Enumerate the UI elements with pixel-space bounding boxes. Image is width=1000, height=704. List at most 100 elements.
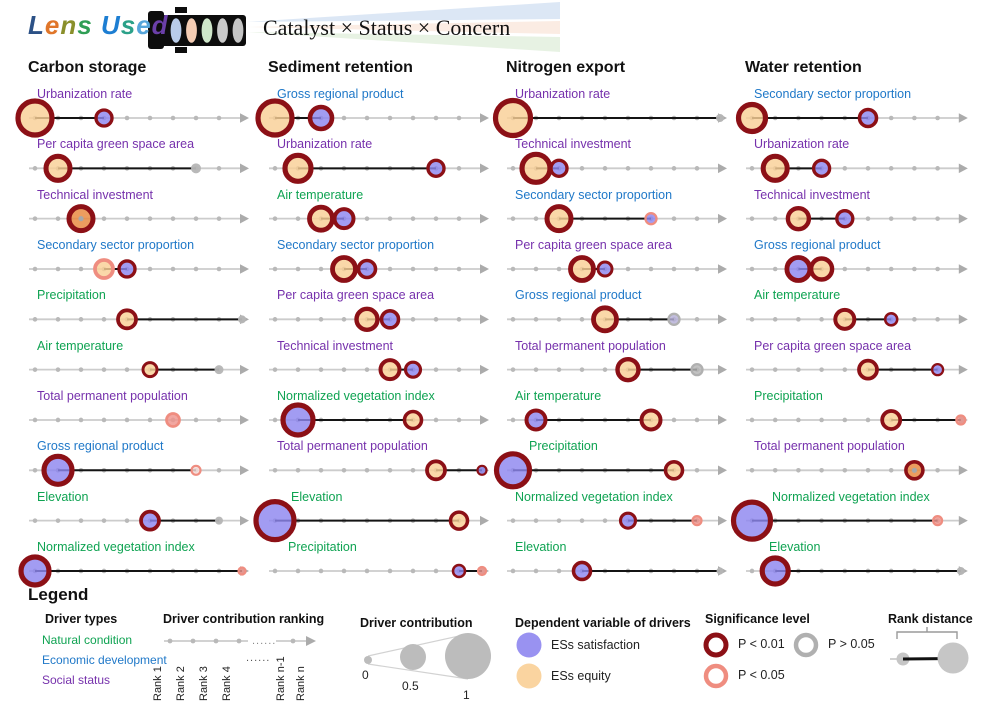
rank-tick (556, 367, 562, 372)
legend-title: Legend (28, 585, 89, 604)
rank-tick (912, 266, 917, 272)
beam-blue (247, 2, 560, 22)
driver-marker-satisfaction (571, 560, 593, 582)
rank-arrow (958, 465, 968, 476)
contribution-tick: 0 (362, 668, 369, 682)
rank-tick (101, 518, 107, 523)
rank-tick (556, 266, 562, 272)
legend-significance-item: P < 0.01 (738, 637, 785, 651)
rank-tick (55, 317, 61, 322)
rank-tick (341, 568, 347, 574)
legend-significance-item: P < 0.05 (738, 668, 785, 682)
driver-marker-equity (663, 460, 685, 481)
dependent-circle-satisfaction (516, 632, 542, 658)
title-letter: U (100, 10, 121, 40)
driver-marker-graydot (215, 516, 223, 525)
lens-glass (232, 18, 244, 43)
driver-marker-satisfaction (332, 207, 356, 231)
rank-tick (796, 417, 801, 423)
panel-title-2: Nitrogen export (506, 59, 626, 76)
driver-label: Secondary sector proportion (515, 187, 673, 202)
driver-marker-equity (255, 98, 295, 138)
legend-rank-arrow (306, 636, 316, 646)
rank-tick (694, 468, 700, 473)
significance-ring-p005 (703, 663, 729, 689)
driver-marker-salmon (955, 414, 967, 426)
legend-dependent-item: ESs satisfaction (551, 638, 640, 652)
rank-tick (602, 166, 608, 171)
legend-rank-label: Rank 1 (152, 666, 164, 701)
rank-tick (842, 468, 848, 473)
rank-tick (364, 216, 370, 221)
rank-tick (124, 417, 130, 423)
driver-label: Precipitation (37, 288, 106, 303)
driver-label: Urbanization rate (277, 137, 373, 152)
driver-marker-lightpink (190, 464, 202, 476)
rank-arrow (480, 364, 489, 375)
driver-label: Gross regional product (37, 439, 164, 454)
rank-tick (124, 518, 130, 523)
legend-rank-label: Rank 4 (221, 666, 233, 701)
rank-tick (556, 317, 562, 322)
rank-tick (888, 115, 894, 121)
rank-tick (341, 468, 347, 473)
driver-label: Urbanization rate (515, 87, 611, 101)
legend-rank-distance-title: Rank distance (888, 612, 973, 626)
rank-tick (671, 166, 677, 171)
driver-label: Air temperature (37, 338, 124, 353)
rank-tick (272, 468, 278, 473)
rank-tick (694, 166, 700, 171)
legend-driver-types-title: Driver types (45, 612, 118, 626)
rank-tick (749, 317, 755, 322)
dependent-circle-equity (516, 663, 542, 689)
driver-marker-satisfaction (883, 312, 899, 327)
rank-tick (433, 367, 439, 372)
driver-label: Normalized vegetation index (37, 539, 195, 554)
driver-marker-graydot (716, 567, 724, 575)
rank-tick (55, 266, 61, 272)
rank-tick (32, 468, 38, 473)
rank-tick (819, 417, 824, 423)
rank-tick (533, 216, 539, 221)
rank-arrow (718, 465, 727, 476)
rank-tick (533, 367, 539, 372)
driver-marker-satisfaction (117, 259, 137, 279)
rank-tick (935, 216, 940, 221)
rank-tick (772, 417, 778, 423)
rank-tick (147, 115, 153, 121)
rank-tick (295, 266, 301, 272)
rank-tick (101, 317, 107, 322)
rank-tick (648, 266, 654, 272)
rank-arrow (958, 163, 968, 174)
title-letter: d (151, 10, 169, 40)
rank-tick (888, 266, 894, 272)
rank-arrow (958, 264, 968, 274)
driver-marker-equity (857, 358, 879, 381)
title-letter: s (77, 10, 93, 40)
rank-arrow (718, 213, 727, 224)
contribution-tick: 0.5 (402, 679, 419, 693)
significance-ring-pgt (793, 632, 819, 658)
rank-tick (410, 568, 416, 574)
rank-arrow (240, 364, 249, 375)
rank-arrow (958, 515, 968, 526)
rank-tick (78, 216, 84, 222)
rank-tick (912, 166, 917, 171)
rank-tick (694, 266, 700, 272)
rank-tick (318, 317, 324, 322)
rank-tick (749, 568, 755, 574)
driver-marker-equity (760, 153, 790, 183)
lens-glass (186, 18, 197, 43)
driver-marker-equity (354, 306, 380, 333)
rank-tick (749, 367, 755, 372)
driver-marker-satisfaction (94, 108, 114, 128)
driver-marker-equity (378, 358, 402, 382)
driver-marker-satisfaction (493, 451, 533, 490)
rank-tick (272, 216, 278, 221)
rank-tick (888, 468, 894, 473)
rank-tick (216, 115, 222, 121)
rank-tick (556, 568, 562, 574)
rank-arrow (718, 264, 727, 274)
rank-arrow (480, 163, 489, 174)
rank-tick (625, 266, 631, 272)
